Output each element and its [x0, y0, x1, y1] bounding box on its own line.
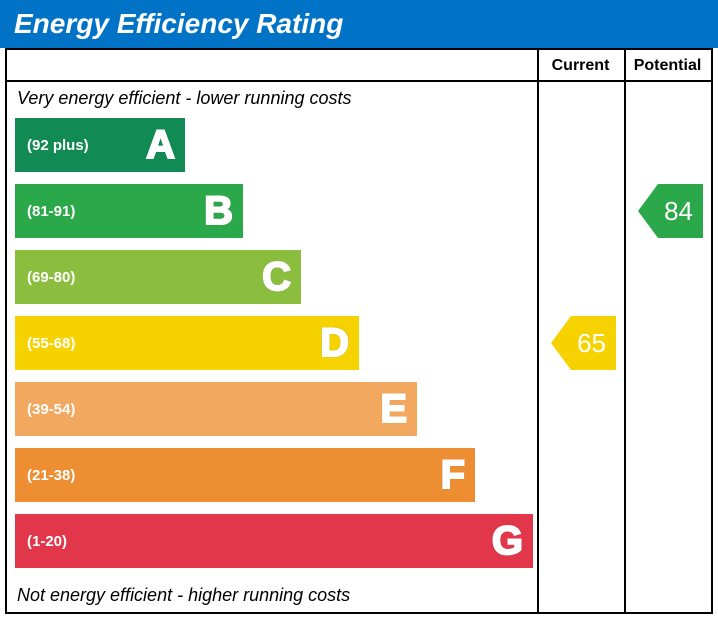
band-range: (92 plus)	[15, 137, 89, 154]
band-range: (39-54)	[15, 401, 75, 418]
band-b: (81-91)BB	[15, 184, 243, 238]
band-e: (39-54)EE	[15, 382, 417, 436]
chart-grid: Current Potential Very energy efficient …	[5, 48, 713, 614]
band-c: (69-80)CC	[15, 250, 301, 304]
band-letter: D	[320, 321, 349, 366]
band-range: (21-38)	[15, 467, 75, 484]
marker-current: 65	[551, 316, 616, 370]
band-f: (21-38)FF	[15, 448, 475, 502]
epc-chart: Energy Efficiency Rating Current Potenti…	[0, 0, 718, 619]
band-range: (81-91)	[15, 203, 75, 220]
band-g: (1-20)GG	[15, 514, 533, 568]
band-letter: E	[380, 387, 407, 432]
band-range: (69-80)	[15, 269, 75, 286]
chart-title: Energy Efficiency Rating	[0, 0, 718, 48]
hint-efficient: Very energy efficient - lower running co…	[17, 88, 352, 109]
band-letter: A	[146, 123, 175, 168]
band-range: (1-20)	[15, 533, 67, 550]
band-letter: F	[441, 453, 465, 498]
marker-potential: 84	[638, 184, 703, 238]
hint-inefficient: Not energy efficient - higher running co…	[17, 585, 350, 606]
band-range: (55-68)	[15, 335, 75, 352]
marker-value: 84	[658, 184, 703, 238]
band-letter: G	[492, 519, 523, 564]
band-d: (55-68)DD	[15, 316, 359, 370]
band-letter: C	[262, 255, 291, 300]
band-a: (92 plus)AA	[15, 118, 185, 172]
marker-value: 65	[571, 316, 616, 370]
column-potential	[624, 50, 711, 612]
band-zone: Very energy efficient - lower running co…	[7, 82, 537, 612]
band-letter: B	[204, 189, 233, 234]
